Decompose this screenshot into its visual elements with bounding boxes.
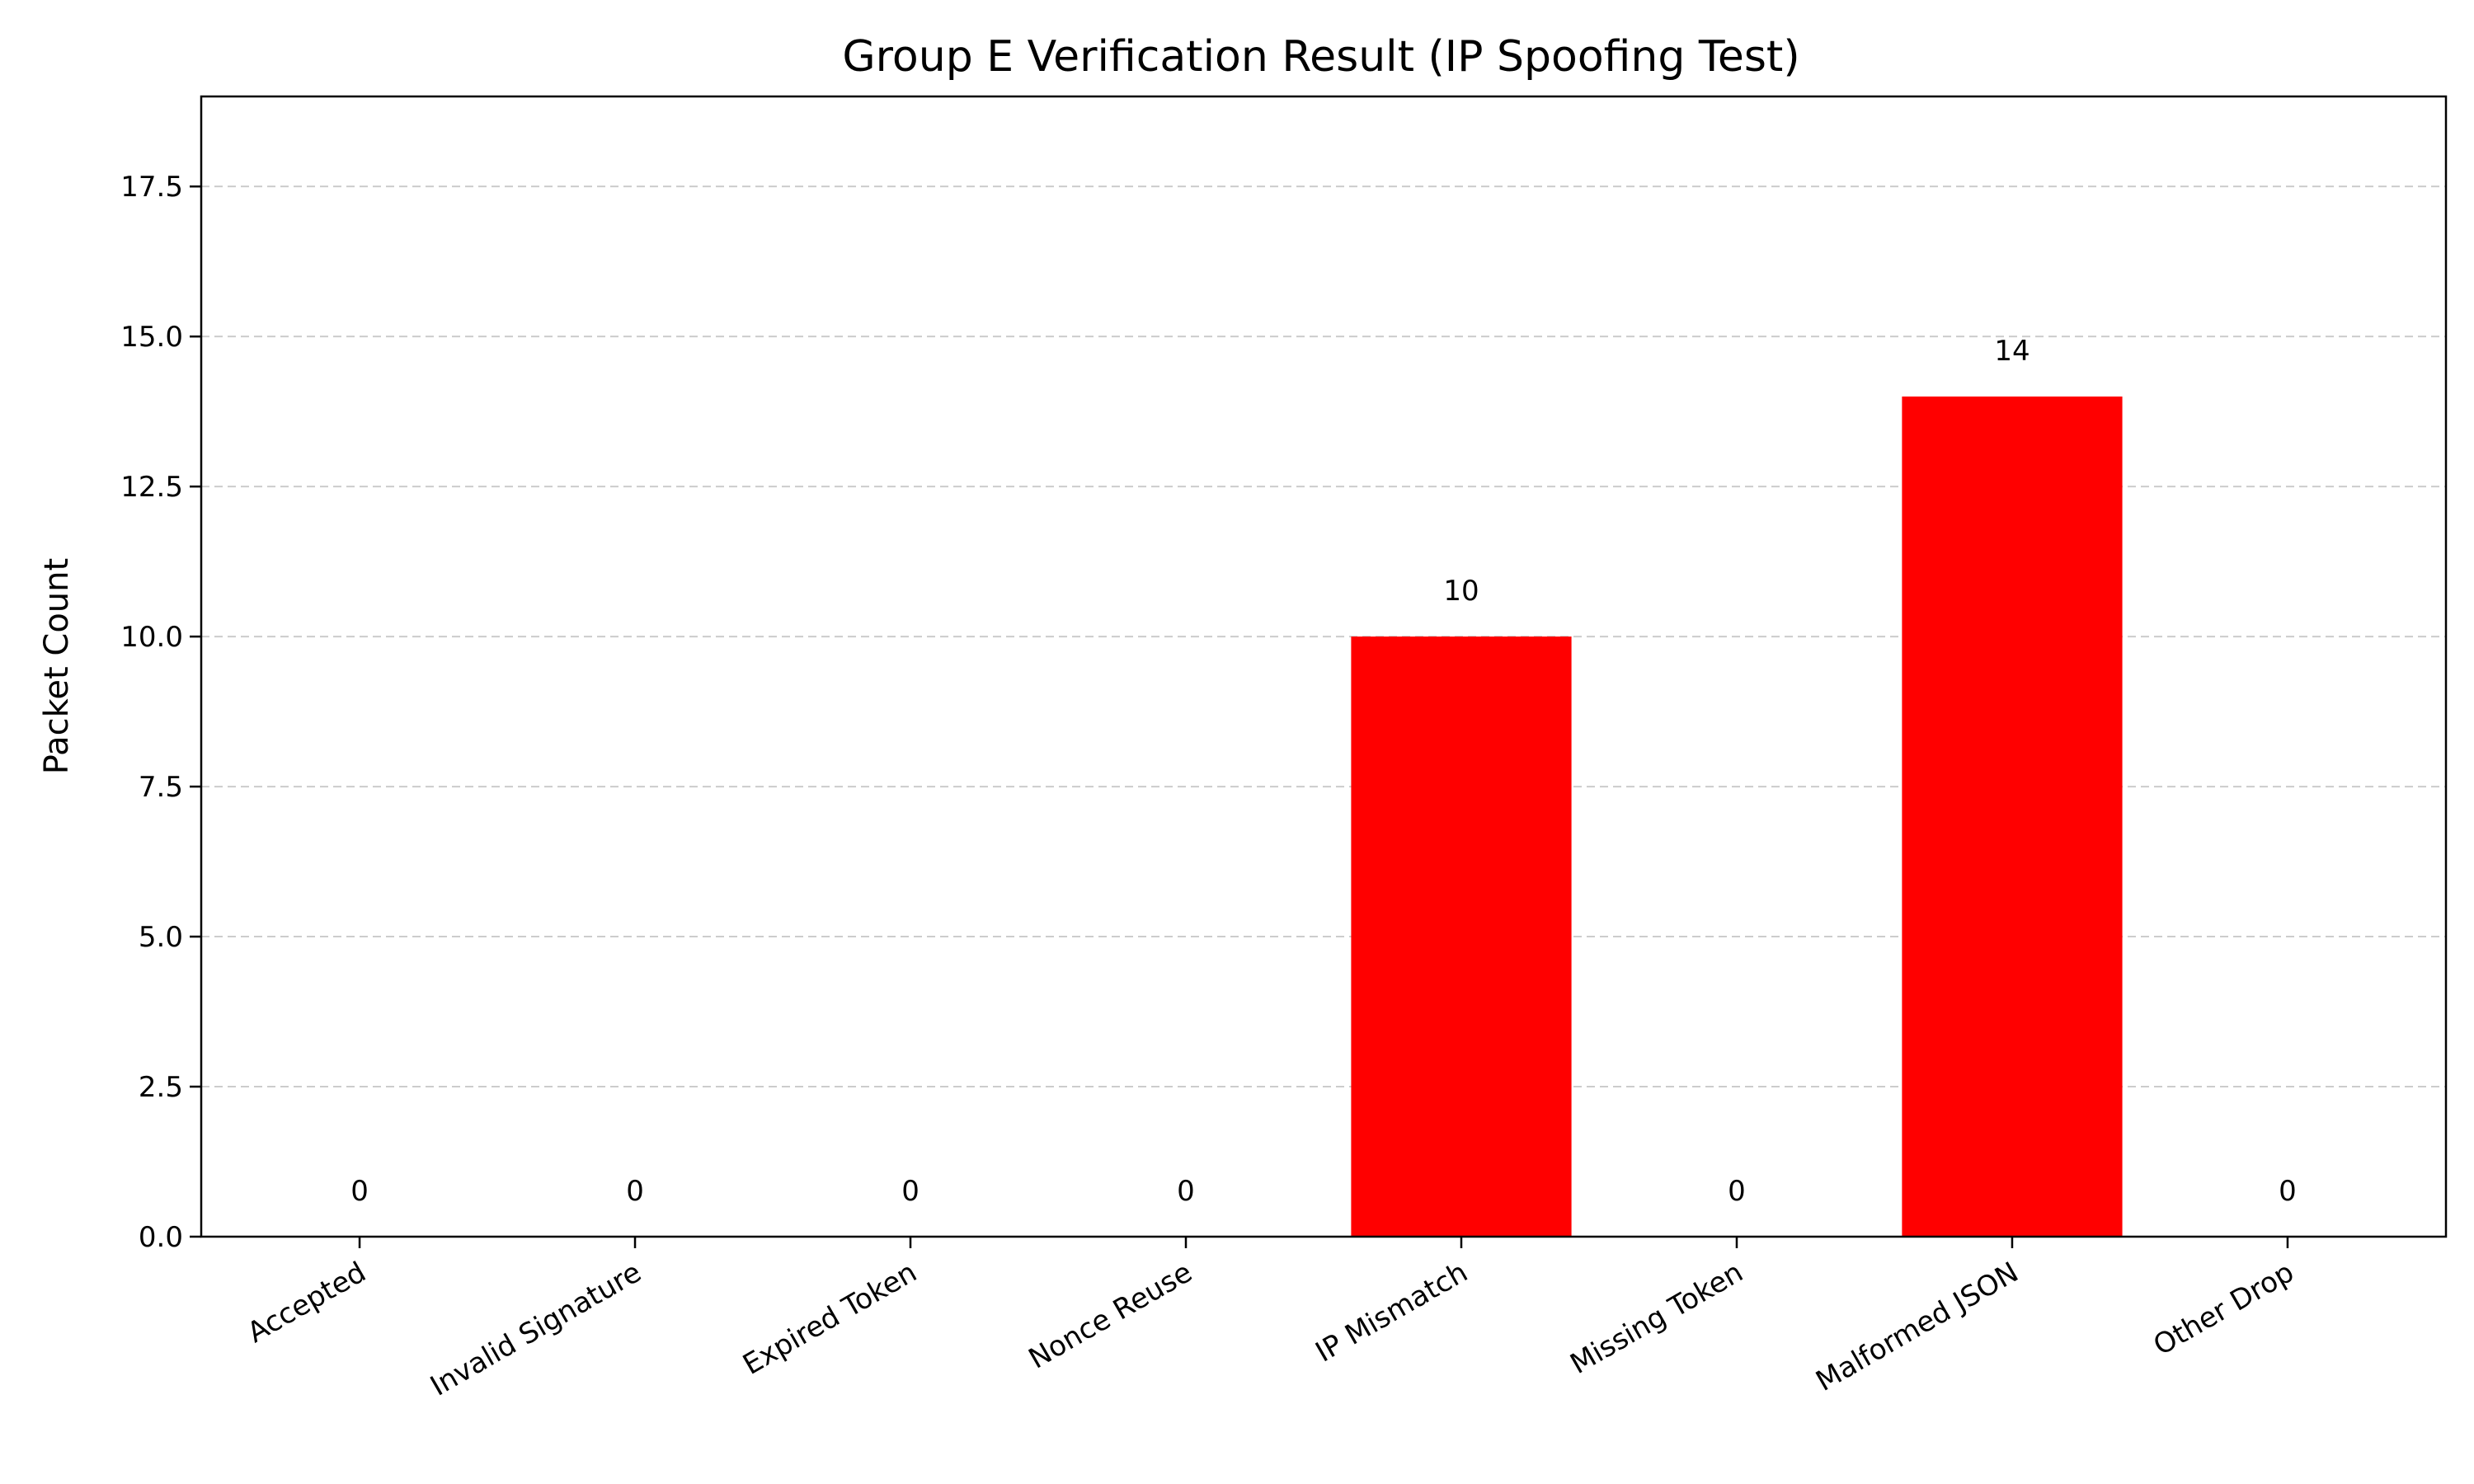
bar-value-label: 0: [350, 1175, 369, 1208]
gridlines: [201, 186, 2446, 1237]
plot-area-frame: [200, 95, 2448, 1238]
bars: [1351, 396, 2123, 1237]
chart-title: Group E Verification Result (IP Spoofing…: [842, 32, 1799, 82]
y-tick-label: 7.5: [139, 771, 183, 804]
bar-value-label: 10: [1443, 575, 1479, 608]
y-tick-label: 12.5: [120, 471, 183, 504]
x-tick-label: Missing Token: [1565, 1256, 1749, 1381]
x-tick-label: Expired Token: [737, 1256, 922, 1382]
y-tick-label: 17.5: [120, 171, 183, 204]
bar-value-label: 0: [1728, 1175, 1746, 1208]
bar-value-label: 14: [1994, 335, 2030, 368]
x-tick-label: Invalid Signature: [425, 1256, 647, 1403]
x-tick-label: Other Drop: [2148, 1256, 2300, 1362]
bar-value-label: 0: [626, 1175, 644, 1208]
x-axis-ticks: Accepted Invalid Signature Expired Token No…: [242, 1237, 2299, 1403]
y-tick-label: 0.0: [139, 1221, 183, 1254]
y-axis-ticks: 0.0 2.5 5.0 7.5 10.0 12.5 15.0 17.5: [120, 171, 201, 1254]
y-tick-label: 15.0: [120, 321, 183, 354]
bar-value-labels: 0 0 0 0 10 0 14 0: [350, 335, 2297, 1208]
y-tick-label: 2.5: [139, 1071, 183, 1104]
x-tick-label: Accepted: [242, 1256, 371, 1350]
bar-ip-mismatch: [1351, 636, 1572, 1237]
bar-malformed-json: [1902, 396, 2123, 1237]
y-tick-label: 5.0: [139, 921, 183, 954]
x-tick-label: Malformed JSON: [1810, 1256, 2024, 1398]
y-tick-label: 10.0: [120, 621, 183, 654]
y-axis-title: Packet Count: [38, 558, 76, 774]
bar-value-label: 0: [901, 1175, 920, 1208]
bar-value-label: 0: [1177, 1175, 1195, 1208]
x-tick-label: Nonce Reuse: [1023, 1256, 1198, 1375]
bar-value-label: 0: [2279, 1175, 2297, 1208]
x-tick-label: IP Mismatch: [1310, 1256, 1474, 1369]
